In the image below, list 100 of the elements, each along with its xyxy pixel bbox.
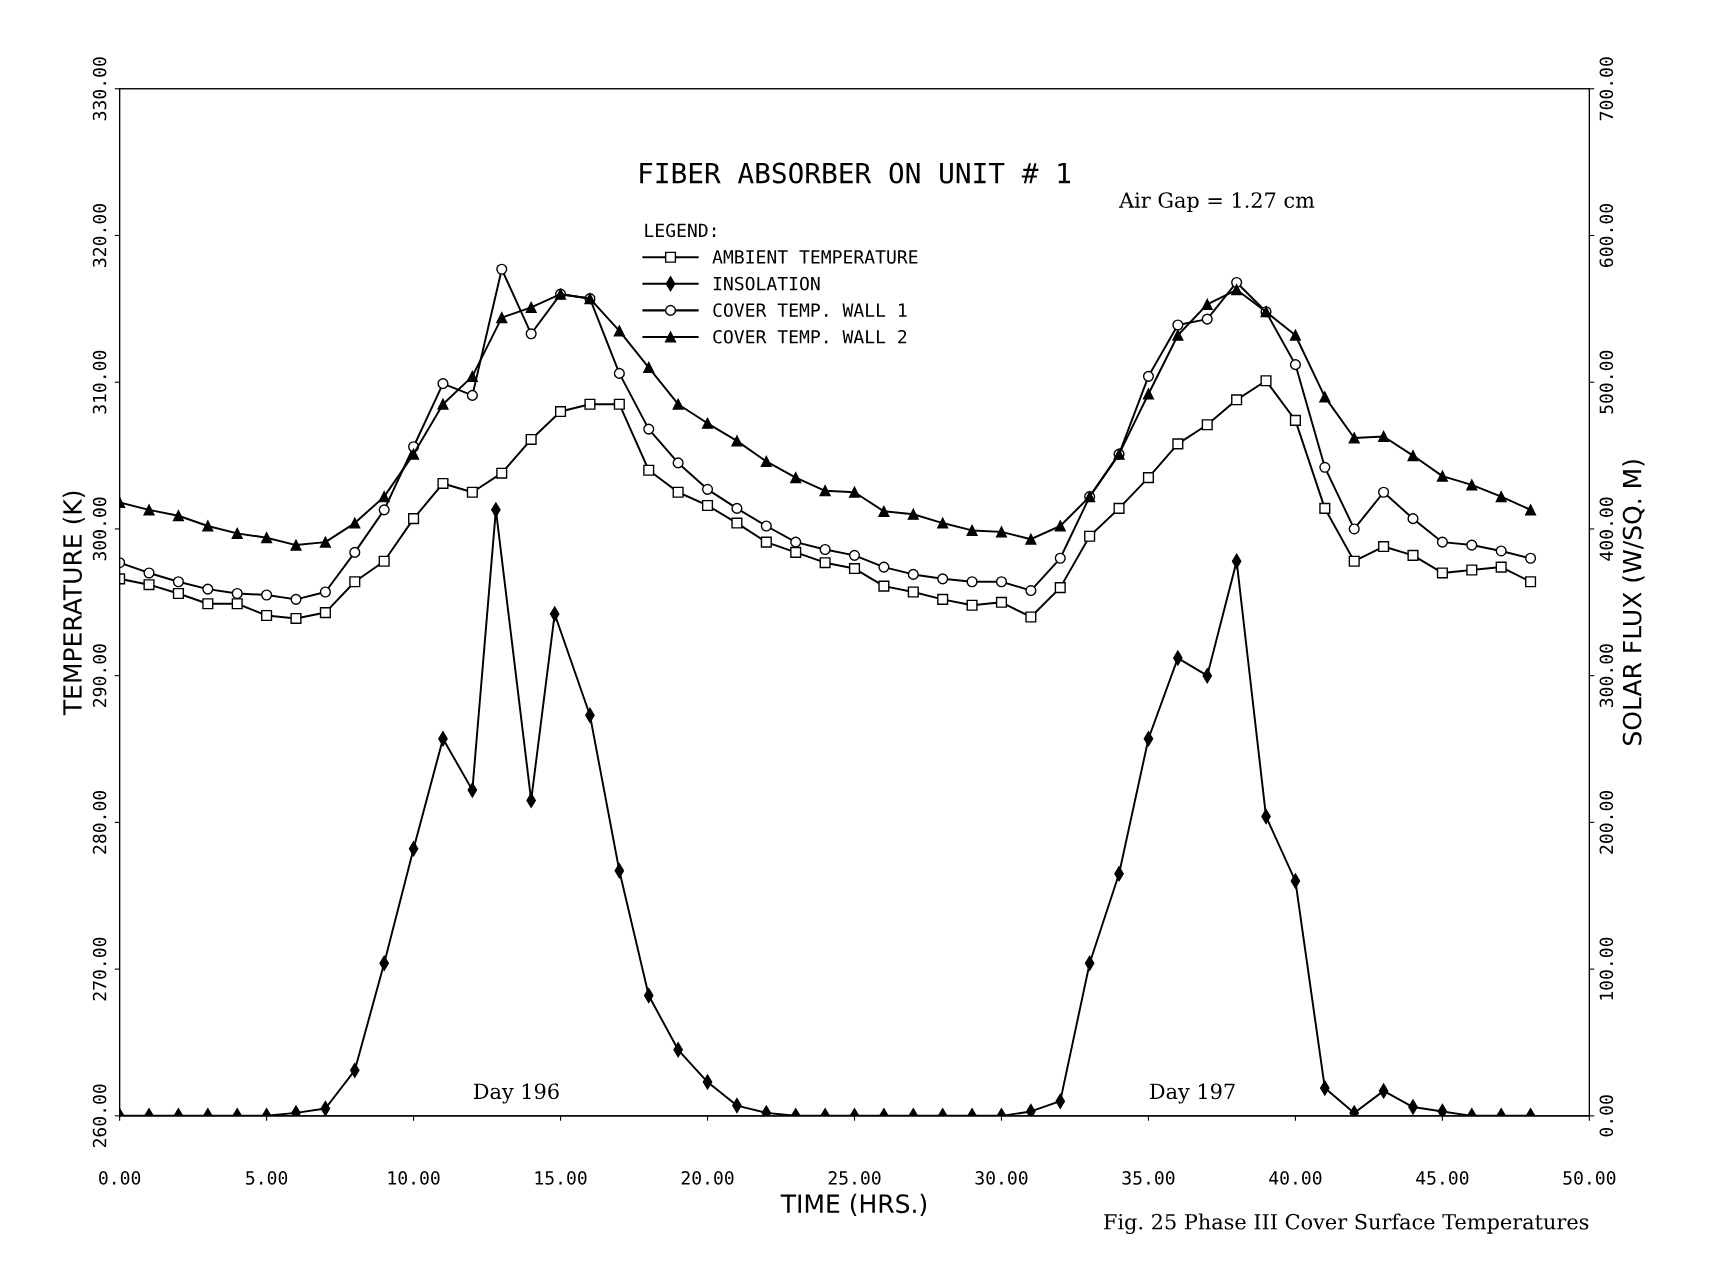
point	[672, 486, 684, 498]
y-tick-label: 260.00	[92, 1084, 107, 1148]
point	[231, 527, 243, 539]
point	[437, 378, 449, 390]
point	[1172, 438, 1184, 450]
point	[1289, 414, 1301, 426]
point	[172, 510, 184, 522]
point	[760, 536, 772, 548]
point	[143, 567, 155, 579]
point	[1525, 552, 1537, 564]
point	[1495, 545, 1507, 557]
point	[1407, 513, 1419, 525]
point	[643, 423, 655, 435]
y2-tick-label: 500.00	[1599, 350, 1614, 414]
point	[525, 433, 537, 445]
point	[1407, 450, 1419, 462]
point	[319, 536, 331, 548]
point	[1436, 567, 1448, 579]
x-tick-label: 15.00	[535, 1171, 587, 1185]
point	[848, 562, 861, 575]
annotation: Day 197	[1150, 1083, 1235, 1104]
point	[966, 599, 978, 611]
y2-tick-label: 100.00	[1599, 937, 1614, 1000]
point	[1495, 491, 1507, 503]
point	[1348, 432, 1360, 444]
point	[790, 472, 802, 484]
legend-label: INSOLATION	[713, 276, 820, 291]
point	[701, 499, 714, 512]
point	[1407, 549, 1419, 561]
point	[966, 524, 978, 536]
point	[378, 491, 390, 503]
point	[143, 504, 155, 516]
point	[1172, 319, 1184, 331]
point	[731, 435, 743, 447]
point	[1025, 585, 1037, 597]
y-tick-label: 270.00	[92, 937, 107, 1001]
point	[907, 586, 919, 598]
point	[231, 598, 243, 610]
point	[408, 448, 420, 460]
x-tick-label: 30.00	[975, 1171, 1028, 1185]
point	[1201, 419, 1213, 431]
x-tick-label: 25.00	[828, 1171, 881, 1185]
point	[466, 370, 478, 382]
legend-label: COVER TEMP. WALL 1	[713, 303, 907, 317]
y2-axis-title: SOLAR FLUX (W/SQ. M)	[1622, 460, 1645, 745]
point	[1026, 1103, 1036, 1116]
y2-tick-label: 700.00	[1599, 57, 1614, 121]
point	[995, 596, 1008, 608]
point	[1289, 359, 1301, 371]
point	[1319, 502, 1331, 514]
point	[1466, 539, 1478, 551]
x-tick-label: 20.00	[681, 1171, 734, 1185]
y-tick-label: 290.00	[92, 644, 107, 707]
point	[790, 536, 802, 548]
point	[790, 546, 802, 558]
point	[995, 576, 1008, 588]
point	[819, 543, 831, 556]
point	[261, 532, 273, 544]
point	[290, 539, 302, 551]
point	[1142, 370, 1155, 382]
point	[1289, 329, 1301, 341]
point	[378, 504, 390, 516]
point	[408, 513, 420, 525]
x-tick-label: 45.00	[1416, 1171, 1469, 1185]
point	[1172, 329, 1184, 341]
point	[1466, 479, 1478, 491]
point	[1348, 523, 1360, 535]
annotation: Air Gap = 1.27 cm	[1118, 192, 1315, 213]
point	[731, 517, 743, 529]
x-tick-label: 0.00	[99, 1171, 141, 1185]
x-tick-label: 35.00	[1122, 1171, 1175, 1185]
point	[848, 549, 861, 561]
point	[261, 589, 273, 601]
point	[1437, 1103, 1448, 1116]
point	[937, 517, 949, 529]
point	[172, 587, 184, 600]
point	[1025, 533, 1037, 545]
point	[584, 398, 596, 410]
point	[819, 557, 831, 569]
point	[349, 546, 361, 558]
point	[1378, 430, 1390, 443]
point	[1348, 555, 1360, 567]
point	[349, 576, 361, 588]
point	[554, 406, 567, 418]
point	[261, 609, 273, 622]
point	[878, 505, 890, 517]
point	[613, 367, 625, 379]
y2-tick-label: 200.00	[1599, 790, 1614, 854]
point	[1201, 313, 1213, 325]
point	[643, 361, 655, 374]
point	[1495, 561, 1507, 573]
point	[1319, 391, 1331, 403]
point	[437, 477, 449, 490]
point	[466, 389, 478, 401]
point	[1201, 298, 1213, 311]
point	[496, 312, 508, 324]
point	[1142, 388, 1155, 400]
point	[231, 587, 243, 600]
point	[1054, 552, 1066, 564]
y-axis-title: TEMPERATURE (K)	[62, 491, 85, 716]
